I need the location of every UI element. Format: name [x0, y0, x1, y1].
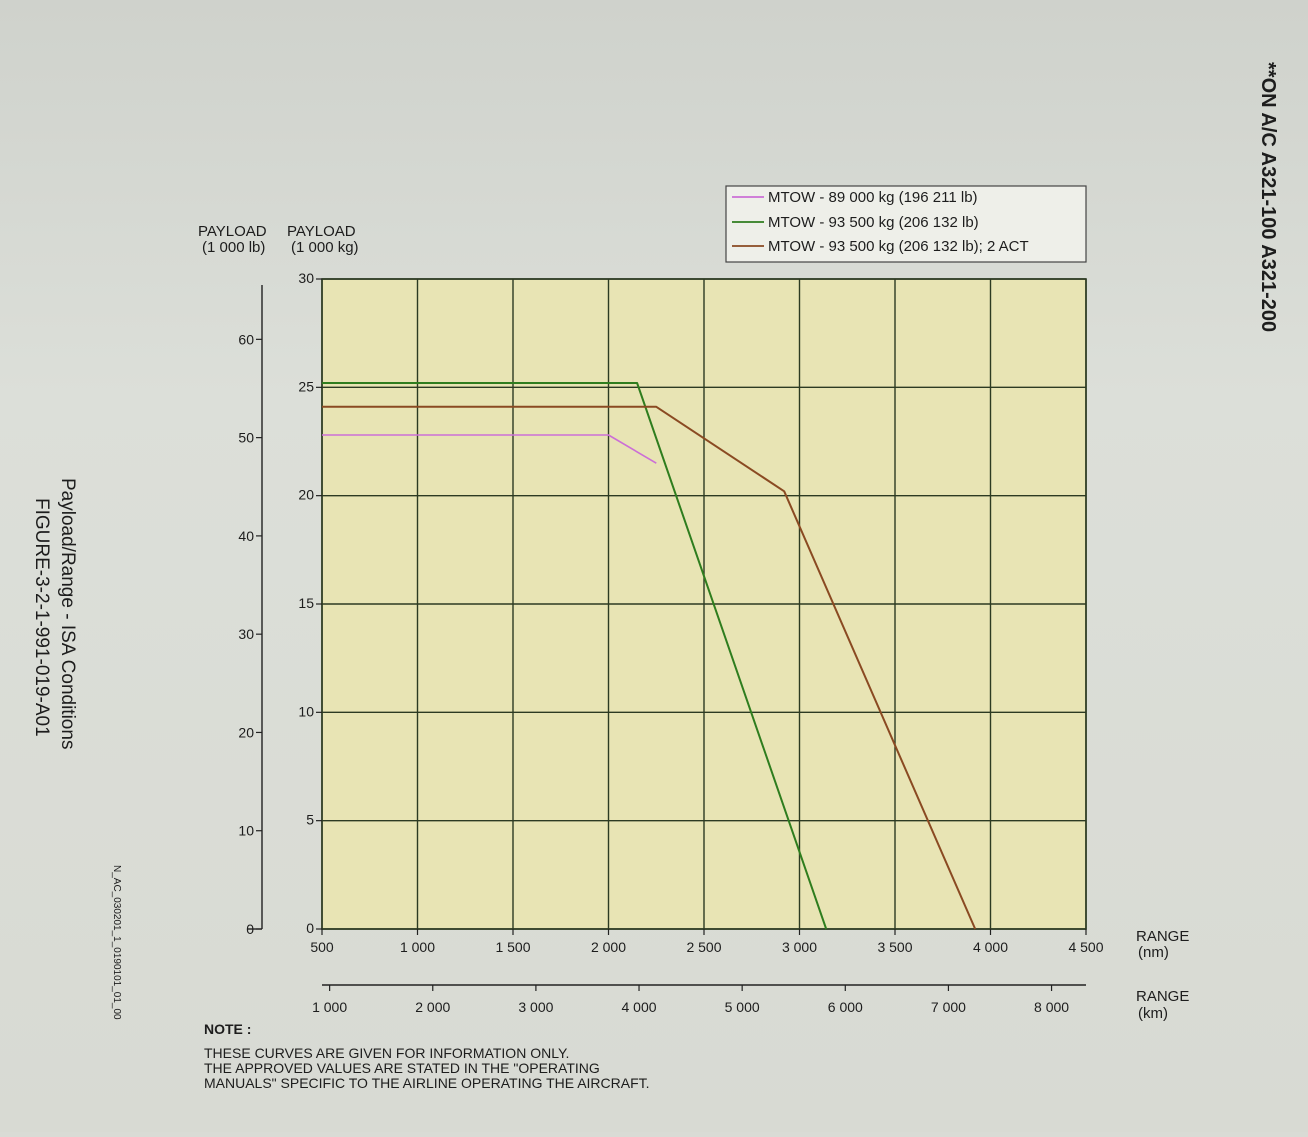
kg-axis-tick-label: 10	[298, 703, 314, 719]
series-line-mtow-89000	[322, 434, 657, 464]
payload-kg-axis: 0 5 10 15 20 25 30	[298, 270, 322, 936]
kg-axis-tick-label: 0	[306, 920, 314, 936]
y-axis-lb-title-line2: (1 000 lb)	[202, 239, 265, 256]
kg-axis-tick-label: 20	[298, 487, 314, 503]
y-axis-lb-title-line1: PAYLOAD	[198, 223, 267, 240]
lb-axis-tick-label: 20	[238, 724, 254, 740]
range-nm-axis: 500 1 000 1 500 2 000 2 500 3 000 3 500 4 000 4 …	[310, 929, 1104, 955]
x-axis-nm-title-line1: RANGE	[1136, 928, 1189, 945]
note-block: NOTE : THESE CURVES ARE GIVEN FOR INFORM…	[204, 1021, 650, 1091]
y-axis-kg-title-line2: (1 000 kg)	[291, 239, 359, 256]
nm-axis-tick-label: 1 500	[495, 939, 530, 955]
legend: MTOW - 89 000 kg (196 211 lb) MTOW - 93 …	[725, 185, 1087, 263]
series-line-mtow-93500	[322, 382, 828, 930]
lb-axis-tick-label: 0	[246, 921, 254, 937]
range-km-axis: 1 000 2 000 3 000 4 000 5 000 6 000 7 000 8 000	[312, 984, 1086, 1015]
kg-axis-tick-label: 25	[298, 378, 314, 394]
nm-axis-tick-label: 1 000	[400, 939, 435, 955]
nm-axis-tick-label: 3 000	[782, 939, 817, 955]
nm-axis-tick-label: 2 500	[686, 939, 721, 955]
nm-axis-tick-label: 3 500	[877, 939, 912, 955]
payload-lb-axis: 0 10 20 30 40 50 60	[238, 285, 263, 937]
km-axis-tick-label: 1 000	[312, 999, 347, 1015]
km-axis-tick-label: 4 000	[622, 999, 657, 1015]
km-axis-tick-label: 8 000	[1034, 999, 1069, 1015]
nm-axis-tick-label: 4 000	[973, 939, 1008, 955]
lb-axis-tick-label: 60	[238, 331, 254, 347]
series-line-mtow-93500-2act	[322, 405, 977, 930]
km-axis-tick-label: 5 000	[725, 999, 760, 1015]
figure-title: Payload/Range - ISA Conditions	[57, 478, 78, 749]
km-axis-tick-label: 3 000	[518, 999, 553, 1015]
km-axis-tick-label: 2 000	[415, 999, 450, 1015]
x-axis-km-title-line2: (km)	[1138, 1005, 1168, 1022]
kg-axis-tick-label: 5	[306, 812, 314, 828]
nm-axis-tick-label: 500	[310, 939, 334, 955]
legend-box	[725, 185, 1087, 263]
lb-axis-tick-label: 30	[238, 626, 254, 642]
km-axis-tick-label: 6 000	[828, 999, 863, 1015]
lb-axis-tick-label: 50	[238, 430, 254, 446]
y-axis-kg-title-line1: PAYLOAD	[287, 223, 356, 240]
note-line-1: THESE CURVES ARE GIVEN FOR INFORMATION O…	[204, 1045, 569, 1061]
note-line-3: MANUALS" SPECIFIC TO THE AIRLINE OPERATI…	[204, 1075, 650, 1091]
note-line-2: THE APPROVED VALUES ARE STATED IN THE "O…	[204, 1060, 600, 1076]
figure-image-id: N_AC_030201_1_0190101_01_00	[111, 865, 122, 1020]
legend-label-93500-2act: MTOW - 93 500 kg (206 132 lb); 2 ACT	[768, 238, 1029, 255]
series-lines	[322, 382, 977, 930]
figure-number: FIGURE-3-2-1-991-019-A01	[31, 498, 52, 737]
lb-axis-tick-label: 10	[238, 823, 254, 839]
kg-axis-tick-label: 15	[298, 595, 314, 611]
nm-axis-tick-label: 2 000	[591, 939, 626, 955]
applicability-header: **ON A/C A321-100 A321-200	[1257, 62, 1279, 332]
lb-axis-tick-label: 40	[238, 528, 254, 544]
note-heading: NOTE :	[204, 1021, 251, 1037]
km-axis-tick-label: 7 000	[931, 999, 966, 1015]
legend-label-89000: MTOW - 89 000 kg (196 211 lb)	[768, 189, 978, 206]
legend-label-93500: MTOW - 93 500 kg (206 132 lb)	[768, 214, 979, 231]
kg-axis-tick-label: 30	[298, 270, 314, 286]
x-axis-nm-title-line2: (nm)	[1138, 944, 1169, 961]
nm-axis-tick-label: 4 500	[1068, 939, 1103, 955]
x-axis-km-title-line1: RANGE	[1136, 988, 1189, 1005]
